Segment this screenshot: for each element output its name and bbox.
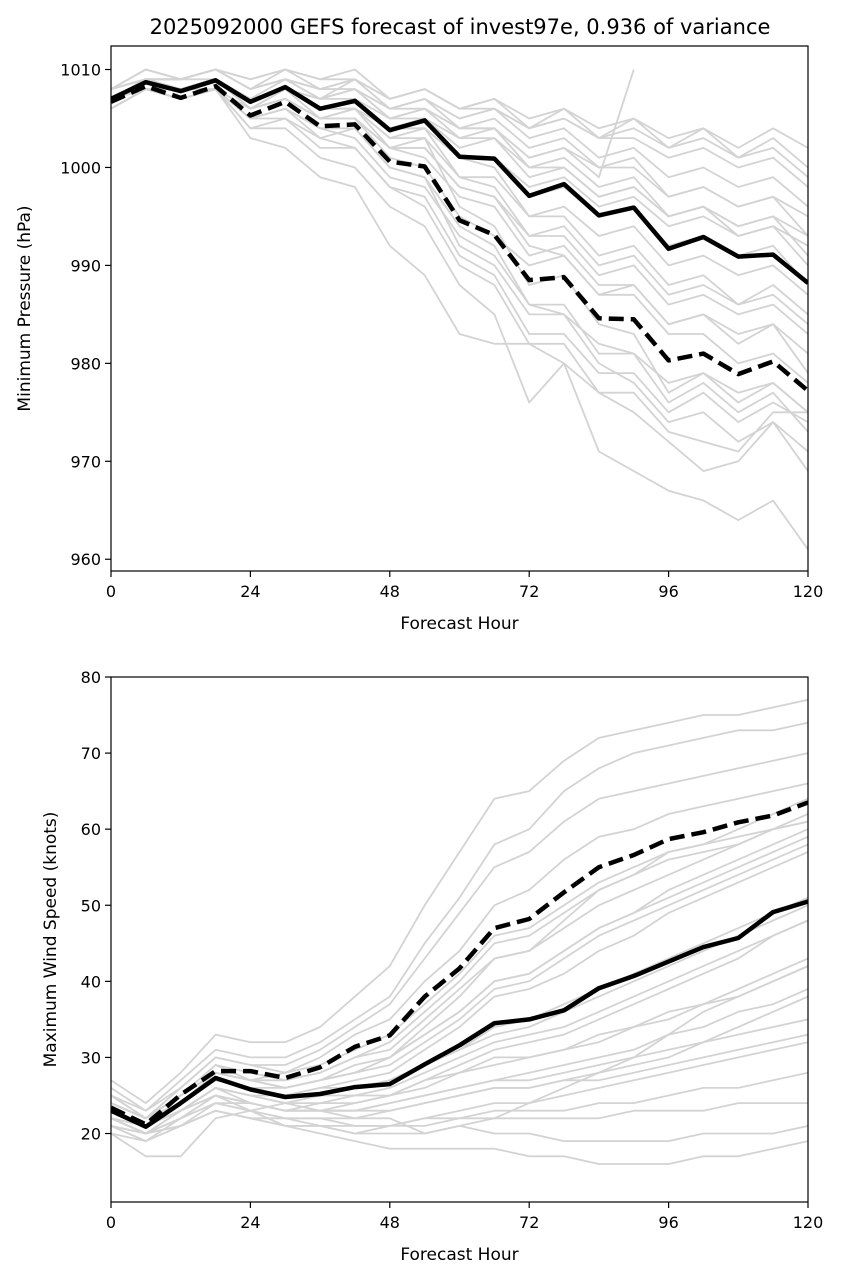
pressure-x-tick-label: 120	[793, 582, 824, 601]
pressure-solid-summary-line	[111, 78, 808, 285]
pressure-y-ticks: 960 970 980 990 1000 1010	[60, 61, 111, 569]
pressure-y-tick-label: 970	[70, 452, 101, 471]
pressure-x-tick-label: 72	[519, 582, 539, 601]
wind-dashed-summary-line	[111, 800, 808, 1127]
wind-x-tick-label: 24	[240, 1213, 260, 1232]
wind-y-tick-label: 80	[81, 668, 101, 687]
wind-x-tick-label: 96	[658, 1213, 678, 1232]
wind-x-axis-label: Forecast Hour	[400, 1245, 518, 1265]
wind-axes-frame	[110, 676, 809, 1203]
pressure-x-axis-label: Forecast Hour	[400, 614, 518, 634]
pressure-member-line-26	[111, 88, 808, 423]
wind-member-line-18	[111, 698, 808, 1104]
wind-member-line-29	[111, 1033, 808, 1135]
pressure-member-line-7	[111, 88, 808, 551]
wind-member-line-3	[111, 919, 808, 1135]
wind-series	[111, 698, 808, 1165]
wind-panel: 0 24 48 72 96 120 20 30 40 50 60 70 80 Forecast Hou…	[41, 668, 823, 1265]
wind-member-line-26	[111, 1071, 808, 1142]
wind-y-axis-label: Maximum Wind Speed (knots)	[41, 812, 61, 1068]
wind-x-ticks: 0 24 48 72 96 120	[106, 1202, 823, 1232]
figure-title: 2025092000 GEFS forecast of invest97e, 0…	[150, 15, 771, 39]
pressure-x-ticks: 0 24 48 72 96 120	[106, 571, 823, 601]
pressure-y-axis-label: Minimum Pressure (hPa)	[15, 205, 35, 411]
wind-member-line-16	[111, 820, 808, 1112]
pressure-series	[111, 68, 808, 551]
pressure-x-tick-label: 0	[106, 582, 116, 601]
wind-x-tick-label: 48	[380, 1213, 400, 1232]
wind-y-tick-label: 30	[81, 1048, 101, 1067]
wind-y-tick-label: 40	[81, 972, 101, 991]
pressure-dashed-summary-line	[111, 83, 808, 393]
wind-x-tick-label: 120	[793, 1213, 824, 1232]
wind-x-tick-label: 0	[106, 1213, 116, 1232]
pressure-x-tick-label: 24	[240, 582, 260, 601]
wind-member-line-8	[111, 820, 808, 1120]
pressure-member-line-15	[111, 88, 808, 453]
wind-solid-summary-line	[111, 899, 808, 1129]
pressure-y-tick-label: 1000	[60, 158, 101, 177]
pressure-panel: 0 24 48 72 96 120 960 970 980 990 1000 1010 Foreca…	[15, 45, 823, 634]
wind-member-line-10	[111, 721, 808, 1112]
pressure-member-line-28	[111, 88, 808, 325]
pressure-y-tick-label: 960	[70, 550, 101, 569]
wind-y-tick-label: 50	[81, 896, 101, 915]
pressure-y-tick-label: 990	[70, 256, 101, 275]
pressure-axes-frame	[110, 45, 809, 572]
pressure-y-tick-label: 1010	[60, 61, 101, 80]
pressure-x-tick-label: 96	[658, 582, 678, 601]
pressure-y-tick-label: 980	[70, 354, 101, 373]
wind-y-tick-label: 20	[81, 1125, 101, 1144]
wind-member-line-27	[111, 904, 808, 1127]
wind-x-tick-label: 72	[519, 1213, 539, 1232]
pressure-x-tick-label: 48	[380, 582, 400, 601]
wind-member-line-19	[111, 1041, 808, 1135]
wind-y-tick-label: 60	[81, 820, 101, 839]
wind-y-tick-label: 70	[81, 744, 101, 763]
pressure-member-line-24	[111, 68, 808, 178]
wind-member-line-24	[111, 988, 808, 1127]
wind-member-line-28	[111, 813, 808, 1120]
pressure-member-line-27	[111, 68, 808, 188]
wind-y-ticks: 20 30 40 50 60 70 80	[81, 668, 111, 1144]
